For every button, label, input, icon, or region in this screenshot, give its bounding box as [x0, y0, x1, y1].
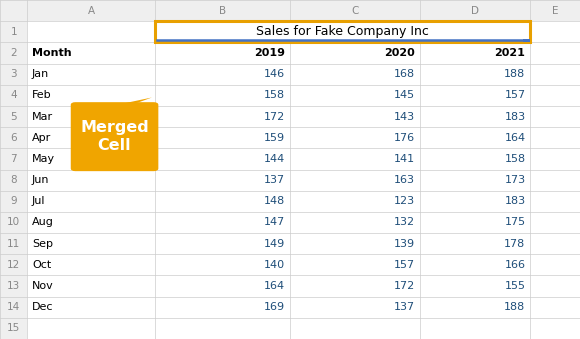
Text: 14: 14	[7, 302, 20, 312]
Bar	[0, 42, 27, 64]
Text: 5: 5	[10, 112, 17, 121]
Text: Dec: Dec	[32, 302, 53, 312]
Text: May: May	[32, 154, 55, 164]
Text: A: A	[88, 6, 95, 16]
Text: 132: 132	[394, 218, 415, 227]
Text: D: D	[471, 6, 479, 16]
Text: 9: 9	[10, 196, 17, 206]
Text: Sales for Fake Company Inc: Sales for Fake Company Inc	[256, 25, 429, 38]
Text: 140: 140	[264, 260, 285, 270]
Text: 8: 8	[10, 175, 17, 185]
Text: 13: 13	[7, 281, 20, 291]
Text: 149: 149	[264, 239, 285, 248]
Text: 164: 164	[505, 133, 525, 143]
Bar	[0, 127, 27, 148]
Text: Nov: Nov	[32, 281, 53, 291]
Text: Feb: Feb	[32, 91, 52, 100]
Bar	[0, 64, 27, 85]
Text: B: B	[219, 6, 226, 16]
Text: 175: 175	[505, 218, 525, 227]
Text: 2020: 2020	[385, 48, 415, 58]
Text: 10: 10	[7, 218, 20, 227]
Bar	[0, 233, 27, 254]
FancyBboxPatch shape	[71, 102, 158, 171]
Text: 169: 169	[264, 302, 285, 312]
Text: 123: 123	[394, 196, 415, 206]
Text: 11: 11	[7, 239, 20, 248]
Bar	[523, 39, 530, 42]
Text: 143: 143	[394, 112, 415, 121]
Text: Aug: Aug	[32, 218, 54, 227]
Text: 137: 137	[394, 302, 415, 312]
Text: 155: 155	[505, 281, 525, 291]
Bar	[0, 170, 27, 191]
Text: 137: 137	[264, 175, 285, 185]
Text: Apr: Apr	[32, 133, 51, 143]
Bar	[155, 21, 530, 42]
Text: 145: 145	[394, 91, 415, 100]
Text: 172: 172	[394, 281, 415, 291]
Text: Merged
Cell: Merged Cell	[80, 120, 149, 154]
Text: 12: 12	[7, 260, 20, 270]
Text: 148: 148	[264, 196, 285, 206]
Text: 15: 15	[7, 323, 20, 333]
Text: Oct: Oct	[32, 260, 51, 270]
Text: C: C	[351, 6, 358, 16]
Text: 183: 183	[505, 196, 525, 206]
Bar	[0, 191, 27, 212]
Text: Jan: Jan	[32, 69, 49, 79]
Text: 3: 3	[10, 69, 17, 79]
Text: E: E	[552, 6, 559, 16]
Text: 7: 7	[10, 154, 17, 164]
Text: 164: 164	[264, 281, 285, 291]
Bar	[0, 106, 27, 127]
Text: 173: 173	[505, 175, 525, 185]
Text: 146: 146	[264, 69, 285, 79]
Text: 2021: 2021	[495, 48, 525, 58]
Text: 158: 158	[264, 91, 285, 100]
Text: 144: 144	[264, 154, 285, 164]
Bar	[0, 0, 27, 21]
Bar	[0, 297, 27, 318]
Text: 1: 1	[10, 27, 17, 37]
Text: 188: 188	[504, 69, 525, 79]
Text: 147: 147	[264, 218, 285, 227]
Text: 6: 6	[10, 133, 17, 143]
Bar	[0, 148, 27, 170]
Text: 158: 158	[505, 154, 525, 164]
Text: 141: 141	[394, 154, 415, 164]
Bar	[0, 318, 27, 339]
Text: 139: 139	[394, 239, 415, 248]
Text: 163: 163	[394, 175, 415, 185]
Bar	[0, 212, 27, 233]
Text: Sep: Sep	[32, 239, 53, 248]
Text: Jul: Jul	[32, 196, 45, 206]
Text: 4: 4	[10, 91, 17, 100]
Text: 176: 176	[394, 133, 415, 143]
Bar	[0, 85, 27, 106]
Text: 2: 2	[10, 48, 17, 58]
Text: 183: 183	[505, 112, 525, 121]
Text: 166: 166	[505, 260, 525, 270]
Bar	[0, 0, 580, 21]
Bar	[155, 21, 530, 42]
Bar	[0, 21, 27, 42]
Text: Month: Month	[32, 48, 71, 58]
Bar	[0, 254, 27, 275]
Text: 168: 168	[394, 69, 415, 79]
Text: 157: 157	[505, 91, 525, 100]
Polygon shape	[114, 98, 152, 105]
Text: 172: 172	[264, 112, 285, 121]
Text: 188: 188	[504, 302, 525, 312]
Text: 159: 159	[264, 133, 285, 143]
Text: 2019: 2019	[255, 48, 285, 58]
Text: 178: 178	[504, 239, 525, 248]
Text: Mar: Mar	[32, 112, 53, 121]
Text: 157: 157	[394, 260, 415, 270]
Text: Jun: Jun	[32, 175, 49, 185]
Bar	[0, 275, 27, 297]
